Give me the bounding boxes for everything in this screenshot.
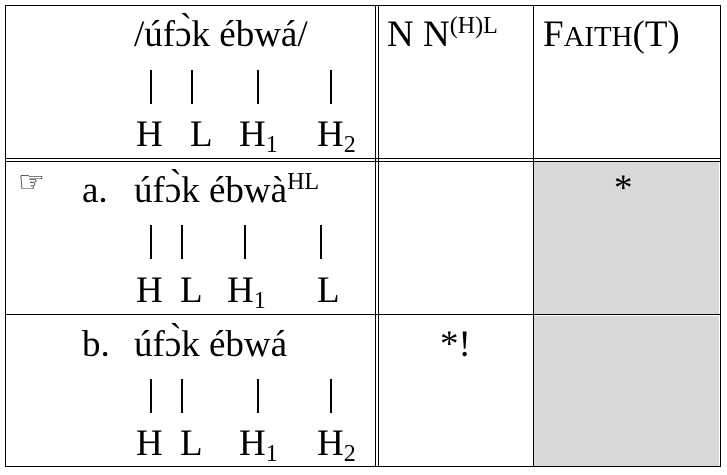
column-divider-2	[533, 5, 534, 467]
association-line	[191, 70, 193, 104]
row-divider	[5, 314, 721, 315]
candidate-form: úfɔ̀k ébwá	[134, 324, 288, 365]
table-border-top	[5, 5, 721, 6]
tone-label: L	[317, 270, 340, 311]
tone-label: H	[136, 270, 163, 311]
table-border-left	[5, 5, 6, 467]
tone-label: H2	[317, 423, 356, 467]
constraint-header-1: N N(H)L	[387, 12, 498, 55]
association-line	[330, 70, 332, 104]
tone-label: L	[180, 423, 203, 464]
table-border-right	[720, 5, 721, 467]
association-line	[320, 225, 322, 259]
column-divider-1b	[378, 5, 379, 467]
input-form: /úfɔ̀k ébwá/	[134, 14, 308, 55]
tone-label: H	[136, 114, 163, 155]
association-line	[181, 225, 183, 259]
table-border-bottom	[5, 466, 721, 467]
association-line	[330, 379, 332, 413]
constraint-header-2: FAITH(T)	[543, 14, 680, 55]
column-divider-1a	[375, 5, 376, 467]
tone-label: H2	[317, 114, 356, 158]
association-line	[257, 70, 259, 104]
header-divider-lower	[5, 161, 721, 162]
candidate-form: úfɔ̀k ébwàHL	[134, 168, 320, 211]
association-line	[150, 379, 152, 413]
tone-label: H1	[239, 114, 278, 158]
association-line	[150, 70, 152, 104]
header-divider-upper	[5, 158, 721, 159]
association-line	[257, 379, 259, 413]
association-line	[244, 225, 246, 259]
tone-label: H	[136, 423, 163, 464]
violation-mark: *	[614, 168, 633, 209]
association-line	[150, 225, 152, 259]
association-line	[181, 379, 183, 413]
shaded-cell-a	[534, 162, 719, 314]
shaded-cell-b	[534, 316, 719, 466]
violation-mark: *!	[440, 324, 471, 365]
candidate-label: b.	[82, 324, 110, 365]
tone-label: H1	[227, 270, 266, 314]
pointing-hand-icon: ☞	[18, 166, 45, 199]
tone-label: H1	[239, 423, 278, 467]
tone-label: L	[190, 114, 213, 155]
tone-label: L	[180, 270, 203, 311]
candidate-label: a.	[82, 170, 108, 211]
